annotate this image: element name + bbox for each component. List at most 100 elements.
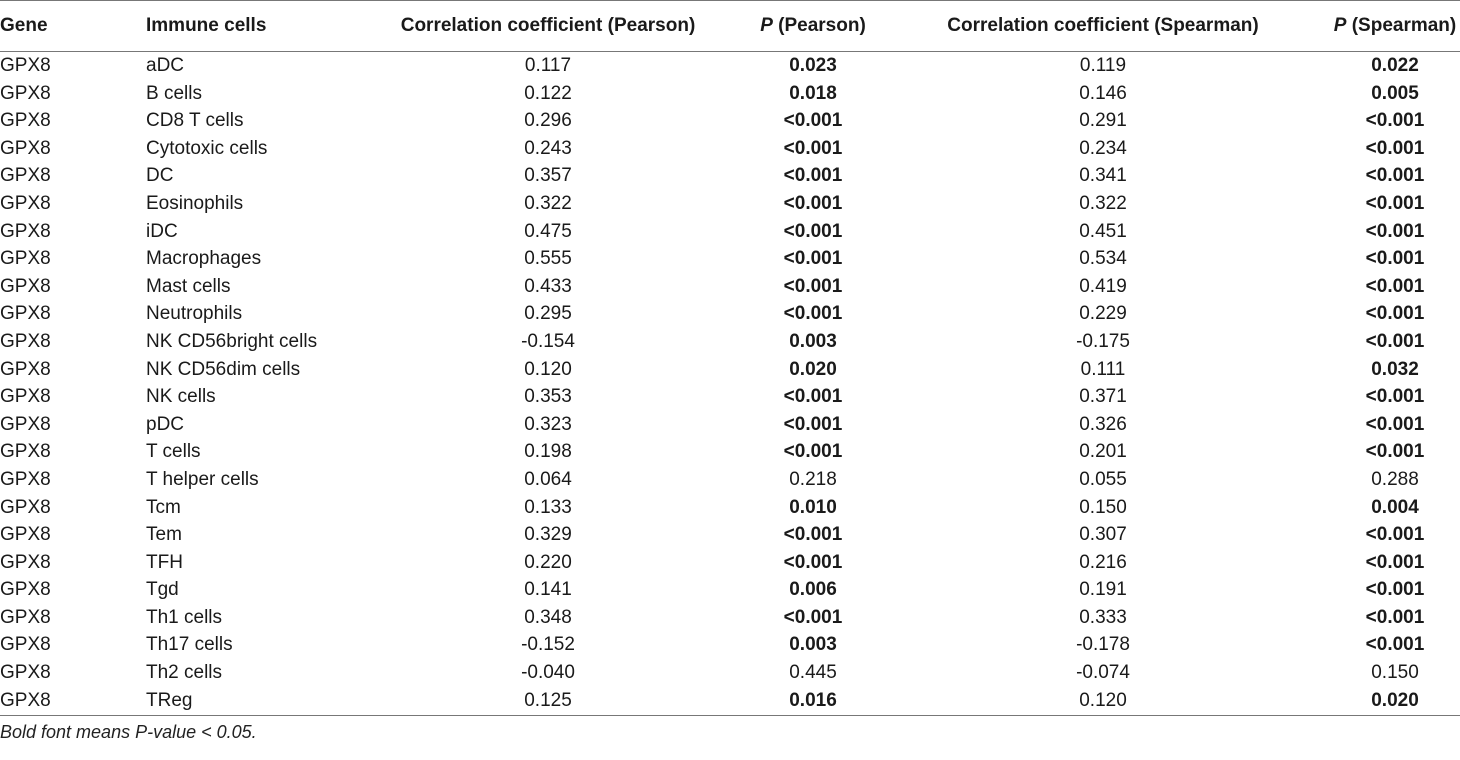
table-row: GPX8 CD8 T cells 0.296 <0.001 0.291 <0.001 [0, 107, 1460, 135]
cell-gene: GPX8 [0, 386, 51, 408]
cell-gene: GPX8 [0, 55, 51, 76]
header-p-spearman-label: (Spearman) [1346, 15, 1457, 36]
cell-p-spearman: 0.288 [1371, 468, 1419, 490]
cell-gene: GPX8 [0, 137, 51, 159]
cell-immune-cell: Eosinophils [146, 192, 244, 214]
table-row: GPX8 Cytotoxic cells 0.243 <0.001 0.234 <0.00… [0, 135, 1460, 163]
table-row: GPX8 B cells 0.122 0.018 0.146 0.005 [0, 80, 1460, 108]
cell-corr-pearson: 0.433 [524, 275, 572, 297]
cell-corr-pearson: -0.040 [521, 662, 575, 684]
cell-corr-pearson: -0.152 [521, 634, 575, 656]
cell-p-pearson: 0.218 [789, 468, 837, 490]
cell-p-spearman: 0.032 [1371, 358, 1419, 380]
header-p-pearson-symbol: P [760, 15, 773, 36]
cell-p-pearson: <0.001 [783, 303, 843, 325]
cell-p-pearson: 0.006 [789, 579, 837, 601]
cell-corr-pearson: 0.125 [346, 686, 750, 716]
cell-gene: GPX8 [0, 110, 51, 132]
cell-gene: GPX8 [0, 82, 51, 104]
cell-p-pearson: 0.018 [789, 82, 837, 104]
table-body: GPX8 aDC 0.117 0.023 0.119 0.022 GPX8 B cells 0.… [0, 52, 1460, 716]
table-row: GPX8 NK CD56dim cells 0.120 0.020 0.111 0.032 [0, 356, 1460, 384]
cell-corr-spearman: 0.371 [1079, 386, 1127, 408]
cell-immune-cell: Cytotoxic cells [146, 137, 268, 159]
cell-corr-pearson: 0.295 [524, 303, 572, 325]
cell-gene: GPX8 [0, 441, 51, 463]
cell-immune-cell: Th2 cells [146, 662, 223, 684]
header-p-pearson-label: (Pearson) [772, 15, 866, 36]
cell-p-pearson: <0.001 [783, 275, 843, 297]
cell-gene: GPX8 [0, 686, 146, 716]
cell-immune-cell: pDC [146, 413, 185, 435]
cell-corr-spearman: 0.291 [1079, 110, 1127, 132]
cell-p-pearson: 0.020 [789, 358, 837, 380]
cell-corr-spearman: -0.175 [1076, 330, 1130, 352]
cell-corr-spearman: 0.120 [876, 686, 1330, 716]
cell-immune-cell: NK cells [146, 386, 216, 408]
cell-immune-cell: Tem [146, 524, 182, 546]
cell-gene: GPX8 [0, 165, 51, 187]
cell-corr-spearman: 0.322 [1079, 192, 1127, 214]
cell-corr-spearman: 0.341 [1079, 165, 1127, 187]
table-row: GPX8 iDC 0.475 <0.001 0.451 <0.001 [0, 218, 1460, 246]
cell-p-pearson: <0.001 [783, 551, 843, 573]
cell-p-spearman: <0.001 [1365, 248, 1425, 270]
cell-gene: GPX8 [0, 524, 51, 546]
cell-immune-cell: Macrophages [146, 248, 262, 270]
cell-p-spearman: 0.022 [1371, 55, 1419, 76]
cell-p-pearson: 0.016 [750, 686, 876, 716]
correlation-table-container: Gene Immune cells Correlation coefficien… [0, 0, 1460, 742]
cell-gene: GPX8 [0, 606, 51, 628]
cell-immune-cell: aDC [146, 55, 185, 76]
table-row: GPX8 Th17 cells -0.152 0.003 -0.178 <0.001 [0, 631, 1460, 659]
table-header: Gene Immune cells Correlation coefficien… [0, 0, 1460, 52]
cell-corr-pearson: 0.329 [524, 524, 572, 546]
cell-p-pearson: <0.001 [783, 192, 843, 214]
cell-p-pearson: <0.001 [783, 413, 843, 435]
cell-corr-pearson: 0.357 [524, 165, 572, 187]
cell-corr-spearman: 0.119 [1079, 55, 1127, 76]
cell-corr-spearman: 0.333 [1079, 606, 1127, 628]
cell-p-spearman: 0.150 [1371, 662, 1419, 684]
cell-corr-spearman: -0.074 [1076, 662, 1130, 684]
table-row: GPX8 Th1 cells 0.348 <0.001 0.333 <0.001 [0, 604, 1460, 632]
cell-p-spearman: <0.001 [1365, 137, 1425, 159]
table-row: GPX8 aDC 0.117 0.023 0.119 0.022 [0, 52, 1460, 80]
cell-immune-cell: Th1 cells [146, 606, 223, 628]
cell-corr-spearman: -0.178 [1076, 634, 1130, 656]
cell-gene: GPX8 [0, 579, 51, 601]
cell-immune-cell: T cells [146, 441, 201, 463]
cell-p-pearson: <0.001 [783, 165, 843, 187]
cell-p-spearman: <0.001 [1365, 220, 1425, 242]
cell-p-pearson: <0.001 [783, 441, 843, 463]
cell-p-pearson: <0.001 [783, 386, 843, 408]
cell-p-spearman: <0.001 [1365, 524, 1425, 546]
cell-corr-pearson: 0.133 [524, 496, 572, 518]
cell-corr-spearman: 0.111 [1080, 358, 1126, 380]
cell-p-spearman: <0.001 [1365, 634, 1425, 656]
cell-corr-pearson: 0.117 [524, 55, 572, 76]
cell-p-spearman: <0.001 [1365, 441, 1425, 463]
cell-p-spearman: <0.001 [1365, 386, 1425, 408]
cell-corr-spearman: 0.150 [1079, 496, 1127, 518]
table-row: GPX8 Macrophages 0.555 <0.001 0.534 <0.001 [0, 245, 1460, 273]
cell-corr-pearson: -0.154 [521, 330, 575, 352]
cell-corr-pearson: 0.064 [524, 468, 572, 490]
cell-immune-cell: B cells [146, 82, 202, 104]
cell-corr-spearman: 0.055 [1079, 468, 1127, 490]
cell-corr-pearson: 0.296 [524, 110, 572, 132]
cell-p-pearson: <0.001 [783, 524, 843, 546]
header-corr-pearson: Correlation coefficient (Pearson) [346, 0, 750, 52]
cell-gene: GPX8 [0, 192, 51, 214]
cell-p-pearson: <0.001 [783, 248, 843, 270]
table-footnote: Bold font means P-value < 0.05. [0, 721, 257, 742]
table-row: GPX8 Tem 0.329 <0.001 0.307 <0.001 [0, 521, 1460, 549]
header-immune-cells: Immune cells [146, 0, 346, 52]
header-p-pearson: P (Pearson) [750, 0, 876, 52]
header-row: Gene Immune cells Correlation coefficien… [0, 0, 1460, 52]
table-row: GPX8 TFH 0.220 <0.001 0.216 <0.001 [0, 549, 1460, 577]
cell-p-spearman: <0.001 [1365, 110, 1425, 132]
cell-p-spearman: <0.001 [1365, 413, 1425, 435]
table-row: GPX8 Th2 cells -0.040 0.445 -0.074 0.150 [0, 659, 1460, 687]
cell-gene: GPX8 [0, 248, 51, 270]
